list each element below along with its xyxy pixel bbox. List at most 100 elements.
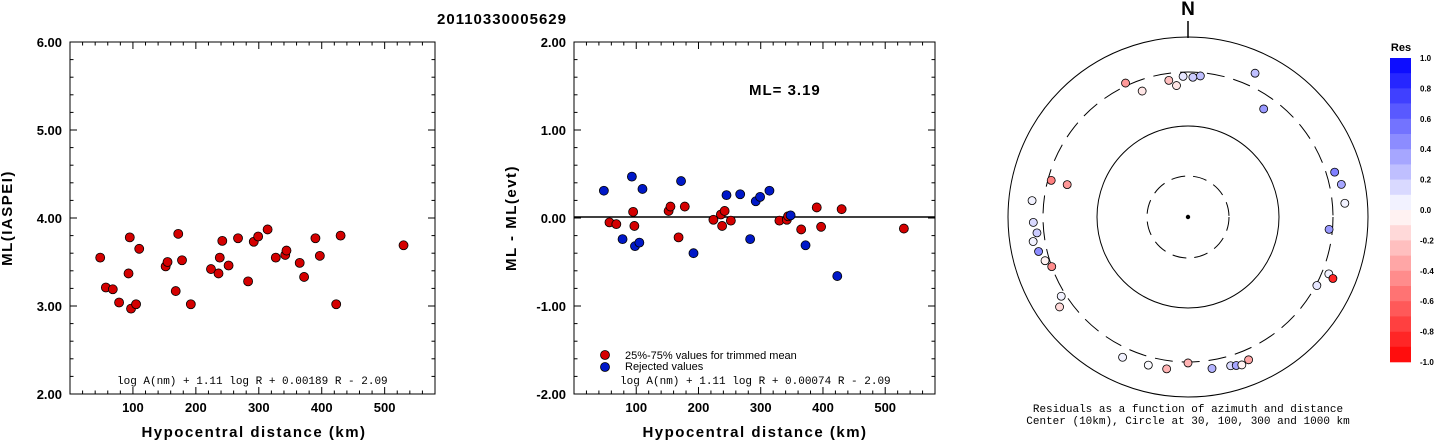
data-points: [95, 224, 409, 314]
formula: log A(nm) + 1.11 log R + 0.00074 R - 2.0…: [620, 376, 891, 388]
station-point: [1250, 68, 1260, 78]
data-point: [755, 191, 766, 202]
y-tick-label: 1.00: [541, 123, 566, 138]
data-point: [270, 252, 281, 263]
center-dot: [1185, 214, 1191, 220]
colorbar-cell: [1390, 194, 1411, 211]
data-point: [123, 268, 134, 279]
station-point: [1164, 75, 1174, 85]
x-tick-label: 400: [311, 400, 333, 415]
data-point: [811, 202, 822, 213]
station-point: [1028, 237, 1038, 246]
data-point: [832, 271, 843, 281]
colorbar-cell: [1390, 331, 1411, 348]
data-point: [611, 219, 622, 230]
colorbar-tick-label: -0.6: [1420, 297, 1434, 306]
station-point: [1178, 71, 1188, 81]
tick-marks: [69, 41, 436, 395]
station-point: [1172, 81, 1181, 90]
ring-30km: [1146, 175, 1230, 259]
panel-polar-residuals: N Residuals as a function of azimuth and…: [1007, 0, 1369, 428]
data-point: [626, 171, 637, 182]
station-point: [1188, 72, 1198, 82]
colorbar-cell: [1390, 103, 1411, 120]
y-tick-label: 4.00: [37, 211, 62, 226]
station-point: [1118, 352, 1127, 362]
data-point: [398, 240, 409, 251]
station-point: [1244, 355, 1254, 365]
data-point: [213, 268, 224, 279]
data-point: [796, 224, 807, 235]
data-point: [294, 257, 305, 268]
data-point: [628, 206, 639, 217]
data-point: [114, 297, 124, 308]
colorbar-cell: [1390, 164, 1411, 180]
colorbar-labels: 1.0 0.8 0.6 0.4 0.2 0.0 -0.2 -0.4 -0.6 -0.8 -1.0: [1420, 54, 1434, 367]
plot-frame: [69, 41, 436, 395]
station-point: [1330, 167, 1340, 177]
colorbar-cell: [1390, 149, 1411, 165]
data-point: [170, 286, 181, 296]
station-point: [1032, 228, 1042, 238]
x-tick-label: 500: [874, 400, 896, 415]
data-point: [679, 201, 690, 212]
data-point: [725, 215, 736, 226]
station-point: [1312, 281, 1322, 290]
data-point: [217, 235, 228, 246]
data-point: [281, 245, 292, 256]
station-point: [1336, 180, 1346, 189]
data-point: [598, 185, 609, 196]
data-point: [124, 232, 135, 243]
y-tick-label: -1.00: [536, 299, 566, 314]
x-tick-label: 500: [374, 400, 396, 415]
data-point: [637, 184, 648, 194]
legend-marker-rejected: [600, 362, 610, 372]
y-axis-label: ML - ML(evt): [503, 165, 520, 271]
x-tick-label: 200: [688, 400, 710, 415]
data-point: [785, 210, 796, 221]
colorbar-cell: [1390, 88, 1411, 104]
data-point: [233, 233, 243, 244]
station-point: [1207, 364, 1217, 373]
data-point: [676, 176, 686, 186]
colorbar-cell: [1390, 179, 1411, 196]
colorbar: Res 1.0 0.8 0.6 0.4 0.2 0.0 -0.2 -0.4 -0.6 -0.8 -1…: [1390, 42, 1434, 367]
data-point: [735, 189, 746, 200]
caption-line-2: Center (10km), Circle at 30, 100, 300 an…: [1026, 416, 1350, 428]
data-point: [314, 250, 325, 261]
y-tick-label: 5.00: [37, 123, 62, 138]
data-point: [721, 190, 732, 201]
station-point: [1183, 358, 1193, 368]
data-point: [898, 223, 909, 234]
x-tick-label: 300: [750, 400, 772, 415]
colorbar-cell: [1390, 255, 1411, 272]
station-point: [1137, 86, 1147, 96]
data-point: [177, 255, 187, 266]
y-tick-label: -2.00: [536, 387, 566, 402]
data-point: [717, 221, 728, 231]
data-point: [134, 243, 145, 254]
station-point: [1027, 196, 1037, 206]
data-point: [95, 252, 106, 263]
data-point: [331, 299, 342, 310]
data-point: [310, 233, 321, 244]
ring-1000km: [1007, 36, 1369, 398]
colorbar-title: Res: [1391, 42, 1411, 54]
colorbar-tick-label: 0.4: [1420, 145, 1432, 154]
colorbar-cells: [1390, 58, 1411, 363]
data-point: [800, 240, 811, 251]
station-point: [1121, 78, 1130, 88]
y-tick-label: 2.00: [541, 35, 566, 50]
colorbar-cell: [1390, 301, 1411, 317]
data-point: [262, 224, 273, 235]
ml-annotation: ML= 3.19: [749, 82, 821, 99]
data-point: [253, 231, 264, 242]
x-tick-label: 100: [625, 400, 647, 415]
station-point: [1162, 364, 1172, 374]
colorbar-tick-label: 0.8: [1420, 84, 1432, 93]
colorbar-tick-label: -0.8: [1420, 328, 1434, 337]
x-tick-label: 200: [185, 400, 207, 415]
colorbar-cell: [1390, 134, 1411, 150]
data-point: [173, 228, 184, 239]
